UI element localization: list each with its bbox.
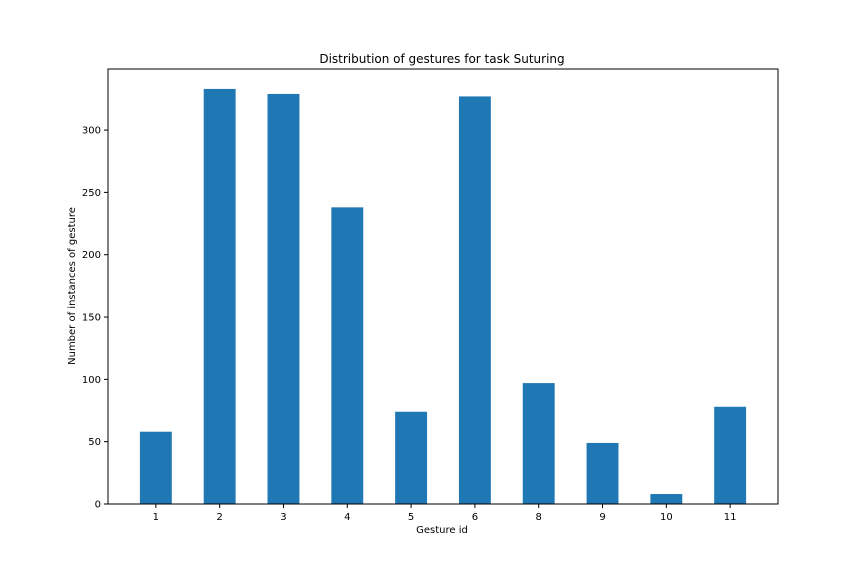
x-axis-label: Gesture id [416, 525, 468, 536]
y-tick-label: 0 [95, 500, 101, 511]
y-tick-label: 300 [82, 126, 101, 137]
chart-title: Distribution of gestures for task Suturi… [319, 52, 564, 66]
y-tick-label: 50 [88, 437, 101, 448]
bar-gesture-1 [139, 431, 172, 504]
x-tick-label: 4 [344, 512, 350, 523]
x-axis-ticks: 1 2 3 4 5 6 8 9 10 11 [153, 504, 737, 523]
x-tick-label: 10 [660, 512, 673, 523]
x-tick-label: 6 [472, 512, 478, 523]
y-tick-label: 250 [82, 188, 101, 199]
bar-gesture-8 [522, 383, 555, 504]
x-tick-label: 8 [536, 512, 542, 523]
bar-gesture-11 [714, 406, 747, 504]
y-tick-label: 150 [82, 313, 101, 324]
x-tick-label: 5 [408, 512, 414, 523]
bars-group [139, 88, 747, 505]
y-tick-label: 200 [82, 250, 101, 261]
bar-gesture-2 [203, 88, 236, 504]
y-tick-label: 100 [82, 375, 101, 386]
x-tick-label: 9 [599, 512, 605, 523]
y-axis-label: Number of instances of gesture [67, 207, 78, 365]
plot-area-frame [107, 68, 779, 505]
bar-gesture-3 [267, 93, 300, 505]
x-tick-label: 11 [724, 512, 737, 523]
bar-gesture-5 [395, 411, 428, 504]
x-tick-label: 1 [153, 512, 159, 523]
bar-gesture-4 [331, 207, 364, 504]
y-axis-ticks: 0 50 100 150 200 250 300 [82, 126, 108, 511]
bar-gesture-9 [586, 442, 619, 504]
bar-gesture-10 [650, 494, 683, 504]
x-tick-label: 2 [216, 512, 222, 523]
bar-gesture-6 [458, 96, 491, 505]
x-tick-label: 3 [280, 512, 286, 523]
